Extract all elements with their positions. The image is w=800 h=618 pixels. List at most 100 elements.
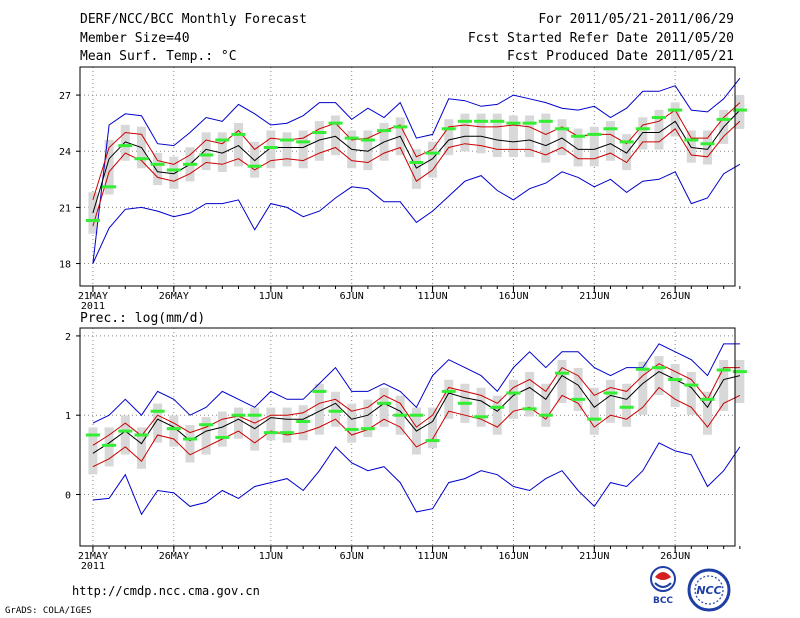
temp-x-tick-label: 21MAY [78,291,108,302]
temp-ensemble-box [573,128,583,167]
temp-observed-marker [312,131,327,135]
temp-observed-marker [280,138,295,142]
temp-y-tick-label: 21 [59,203,71,214]
precip-observed-marker [199,423,214,427]
precip-observed-marker [280,431,295,435]
member-size: Member Size=40 [80,31,190,46]
precip-ensemble-box [169,415,179,447]
temp-observed-marker [328,121,343,125]
temp-observed-marker [425,151,440,155]
temp-observed-marker [716,117,731,121]
temp-x-year-label: 2011 [81,301,105,312]
precip-x-tick-label: 21MAY [78,551,108,562]
temp-observed-marker [166,168,181,172]
precip-x-year-label: 2011 [81,561,105,572]
temp-observed-marker [344,136,359,140]
temp-max-line [92,77,741,264]
precip-observed-marker [247,413,262,417]
temp-observed-marker [684,138,699,142]
precip-ensemble-box [153,403,163,443]
precip-x-tick-label: 1JUN [259,551,283,562]
temp-observed-marker [619,140,634,144]
temp-observed-marker [603,127,618,131]
precip-ensemble-box [686,371,696,415]
temp-x-tick-label: 26MAY [159,291,189,302]
temp-ensemble-box [250,141,260,178]
precip-observed-marker [684,383,699,387]
precip-ensemble-box [88,427,98,475]
precip-ensemble-box [476,387,486,427]
precip-ensemble-box [444,379,454,419]
precip-ensemble-box [185,425,195,463]
temp-observed-marker [457,119,472,123]
temp-observed-marker [554,127,569,131]
temp-ensemble-box [525,115,535,158]
temp-ensemble-box [508,115,518,158]
precip-mean-line [92,371,741,454]
precip-ensemble-box [589,387,599,435]
temp-x-tick-label: 1JUN [259,291,283,302]
precip-observed-marker [312,389,327,393]
precip-ensemble-box [638,361,648,415]
precip-observed-marker [651,366,666,370]
precip-spread-high-line [92,363,740,446]
temp-ensemble-box [670,102,680,137]
precip-observed-marker [716,368,731,372]
source-url[interactable]: http://cmdp.ncc.cma.gov.cn [72,584,260,598]
temp-x-tick-label: 11JUN [418,291,448,302]
temp-observed-marker [409,160,424,164]
temp-ensemble-box [444,119,454,156]
precip-y-tick-label: 0 [65,490,71,501]
precip-observed-marker [587,417,602,421]
temp-x-tick-label: 21JUN [579,291,609,302]
temp-ensemble-box [686,130,696,163]
temperature-panel: 18 21 24 27 21MAY 26MAY 1JUN 6JUN 11JUN 16JUN 21JU… [59,66,747,312]
precip-y-tick-label: 2 [65,332,71,343]
temp-observed-marker [150,162,165,166]
precip-observed-marker [409,413,424,417]
precip-x-tick-label: 21JUN [579,551,609,562]
temp-observed-marker [360,138,375,142]
precip-ensemble-box [670,363,680,407]
precip-spread-low-line [92,386,741,468]
precip-ensemble-box [735,360,745,404]
precip-ensemble-box [654,356,664,396]
temp-ensemble-box [492,113,502,158]
temp-observed-marker [522,121,537,125]
precip-ensemble-box [492,395,502,435]
temp-ensemble-box [363,130,373,171]
precip-observed-marker [118,429,133,433]
temp-ensemble-box [411,149,421,189]
precip-observed-marker [150,409,165,413]
precip-observed-marker [425,439,440,443]
temp-observed-marker [215,138,230,142]
precip-observed-marker [393,413,408,417]
variable-label: Mean Surf. Temp.: °C [80,49,237,64]
temp-observed-marker [134,157,149,161]
temp-ensemble-box [638,117,648,150]
precip-observed-marker [474,415,489,419]
start-date: Fcst Started Refer Date 2011/05/20 [468,31,734,46]
temp-observed-marker [635,127,650,131]
precip-observed-marker [360,427,375,431]
precip-ensemble-box [331,391,341,427]
temp-observed-marker [199,153,214,157]
temp-ensemble-box [735,94,745,129]
precip-observed-marker [231,413,246,417]
precip-observed-marker [522,407,537,411]
precip-observed-marker [441,389,456,393]
precip-observed-marker [85,433,100,437]
temp-observed-marker [474,119,489,123]
temp-ensemble-box [654,109,664,150]
precip-observed-marker [377,401,392,405]
precip-ensemble-box [104,427,114,467]
precip-x-tick-label: 6JUN [340,551,364,562]
temp-y-tick-label: 24 [59,147,71,158]
temp-min-line [92,163,741,264]
precip-observed-marker [490,405,505,409]
precip-observed-marker [328,409,343,413]
precip-ensemble-box [217,411,227,447]
precip-ensemble-box [266,407,276,441]
temp-ensemble-box [622,134,632,171]
temp-x-tick-label: 6JUN [340,291,364,302]
